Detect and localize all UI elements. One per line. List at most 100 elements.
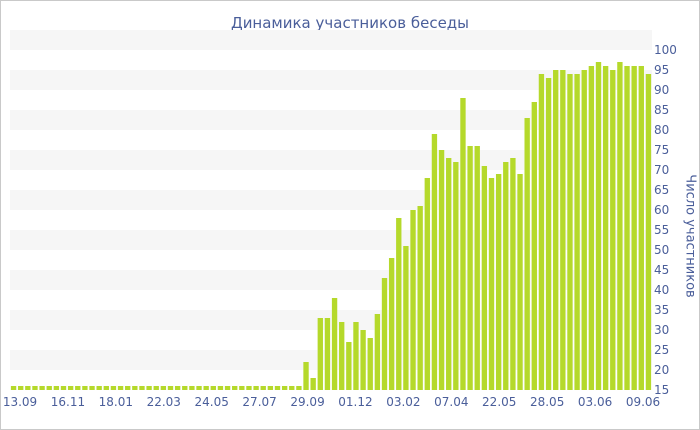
- y-tick-label: 35: [654, 303, 669, 317]
- bar-23: [174, 386, 181, 390]
- bar-35: [260, 386, 266, 390]
- bar-68: [495, 174, 502, 390]
- bar-64: [467, 146, 473, 390]
- bar-83: [602, 66, 609, 390]
- x-tick-label: 27.07: [242, 395, 276, 409]
- bar-39: [289, 386, 295, 390]
- y-tick-label: 45: [654, 263, 669, 277]
- bar-61: [446, 158, 452, 390]
- bar-87: [631, 66, 637, 390]
- bar-85: [617, 62, 623, 390]
- y-tick-labels: 15 20 25 30 35 40 45 50 55 60 65 70 75 80 85 90 95 100: [654, 43, 677, 397]
- bar-6: [53, 386, 60, 390]
- bar-0: [10, 386, 17, 390]
- bar-69: [503, 162, 509, 390]
- bar-17: [132, 386, 138, 390]
- bar-30: [224, 386, 231, 390]
- bar-24: [182, 386, 188, 390]
- bar-52: [381, 278, 388, 390]
- bar-45: [331, 298, 338, 390]
- y-tick-label: 85: [654, 103, 669, 117]
- y-tick-label: 55: [654, 223, 669, 237]
- y-tick-label: 75: [654, 143, 669, 157]
- x-tick-label: 03.02: [386, 395, 420, 409]
- bar-74: [538, 74, 545, 390]
- bar-77: [560, 70, 566, 390]
- grid-band-8: [10, 30, 652, 50]
- x-tick-labels: 13.09 16.11 18.01 22.03 24.05 27.07 29.09 01.12…: [3, 395, 660, 409]
- y-tick-label: 50: [654, 243, 669, 257]
- bar-36: [267, 386, 274, 390]
- bar-60: [438, 150, 445, 390]
- bar-62: [453, 162, 459, 390]
- bar-7: [60, 386, 67, 390]
- bar-46: [339, 322, 345, 390]
- y-tick-label: 95: [654, 63, 669, 77]
- grid-band-6: [10, 110, 652, 130]
- bar-18: [139, 386, 145, 390]
- bar-10: [82, 386, 88, 390]
- bar-38: [281, 386, 288, 390]
- bar-16: [125, 386, 131, 390]
- bar-79: [574, 74, 580, 390]
- bar-series: [10, 62, 652, 390]
- bar-1: [18, 386, 24, 390]
- bar-76: [553, 70, 559, 390]
- bar-9: [75, 386, 81, 390]
- bar-26: [196, 386, 202, 390]
- bar-43: [317, 318, 323, 390]
- bar-25: [189, 386, 195, 390]
- bar-4: [39, 386, 45, 390]
- bar-21: [160, 386, 167, 390]
- x-tick-label: 07.04: [434, 395, 468, 409]
- x-tick-label: 22.05: [482, 395, 516, 409]
- x-tick-label: 24.05: [195, 395, 229, 409]
- bar-2: [25, 386, 31, 390]
- bar-44: [324, 318, 331, 390]
- y-tick-label: 15: [654, 383, 669, 397]
- grid-band-7: [10, 70, 652, 90]
- bar-81: [588, 66, 595, 390]
- y-tick-label: 80: [654, 123, 669, 137]
- bar-12: [96, 386, 102, 390]
- bar-5: [46, 386, 52, 390]
- bar-66: [481, 166, 488, 390]
- bar-59: [431, 134, 438, 390]
- x-tick-label: 29.09: [290, 395, 324, 409]
- bar-72: [524, 118, 530, 390]
- x-tick-label: 22.03: [147, 395, 181, 409]
- bar-75: [545, 78, 552, 390]
- bar-40: [296, 386, 302, 390]
- bar-80: [581, 70, 587, 390]
- bar-63: [460, 98, 466, 390]
- y-tick-label: 100: [654, 43, 677, 57]
- bar-33: [246, 386, 252, 390]
- bar-29: [217, 386, 224, 390]
- bar-56: [410, 210, 416, 390]
- x-tick-label: 13.09: [3, 395, 37, 409]
- y-tick-label: 30: [654, 323, 669, 337]
- bar-14: [110, 386, 117, 390]
- bar-48: [353, 322, 359, 390]
- bar-20: [153, 386, 159, 390]
- bar-54: [396, 218, 402, 390]
- bar-86: [624, 66, 630, 390]
- bar-49: [360, 330, 366, 390]
- bar-88: [638, 66, 644, 390]
- bar-32: [239, 386, 245, 390]
- bar-27: [203, 386, 209, 390]
- bar-41: [303, 362, 309, 390]
- bar-89: [645, 74, 652, 390]
- bar-13: [103, 386, 109, 390]
- bar-19: [146, 386, 152, 390]
- bar-71: [517, 174, 523, 390]
- bar-34: [253, 386, 259, 390]
- x-tick-label: 03.06: [578, 395, 612, 409]
- bar-22: [167, 386, 174, 390]
- y-tick-label: 70: [654, 163, 669, 177]
- bar-47: [346, 342, 352, 390]
- bar-28: [210, 386, 216, 390]
- bar-42: [310, 378, 316, 390]
- chart-title: Динамика участников беседы: [230, 14, 470, 32]
